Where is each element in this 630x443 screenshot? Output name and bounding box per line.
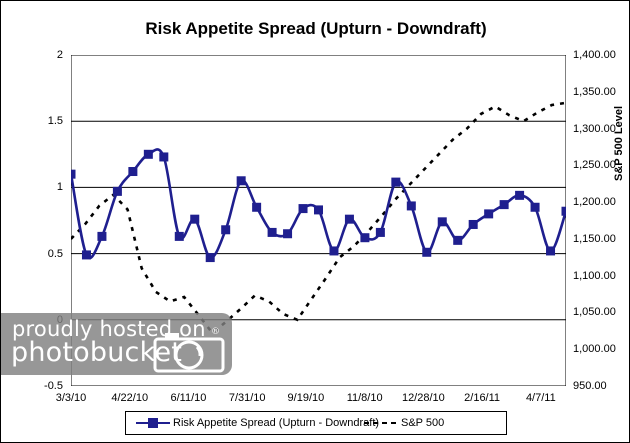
series-marker-risk-appetite-spread [329, 246, 339, 256]
series-marker-risk-appetite-spread [267, 227, 277, 237]
series-line-sp500 [71, 101, 566, 335]
y-axis-right-tick: 1,250.00 [573, 159, 616, 172]
series-marker-risk-appetite-spread [174, 231, 184, 241]
series-marker-risk-appetite-spread [515, 190, 525, 200]
x-axis-tick: 3/3/10 [55, 392, 87, 404]
series-marker-risk-appetite-spread [314, 205, 323, 215]
y-axis-right-tick: 1,150.00 [573, 232, 616, 245]
series-marker-risk-appetite-spread [468, 219, 478, 229]
legend-label-sp500: S&P 500 [401, 417, 445, 429]
x-axis-tick: 4/22/10 [111, 392, 149, 404]
series-marker-risk-appetite-spread [422, 247, 432, 257]
y-axis-right-tick: 1,050.00 [573, 306, 616, 319]
series-marker-risk-appetite-spread [344, 214, 354, 224]
x-axis-tick: 7/31/10 [228, 392, 266, 404]
watermark-registered-mark: ® [211, 327, 220, 337]
series-marker-risk-appetite-spread [375, 227, 385, 237]
series-marker-risk-appetite-spread [81, 250, 91, 260]
series-marker-risk-appetite-spread [221, 225, 231, 235]
chart-title: Risk Appetite Spread (Upturn - Downdraft… [145, 19, 487, 38]
series-marker-risk-appetite-spread [252, 202, 262, 212]
y-axis-right-tick: 1,100.00 [573, 269, 616, 282]
y-axis-right-tick: 1,300.00 [573, 122, 616, 135]
y-axis-right-tick: 1,200.00 [573, 196, 616, 209]
x-axis-tick: 12/28/10 [401, 392, 445, 404]
legend-line-square-icon [136, 418, 170, 428]
chart-legend: Risk Appetite Spread (Upturn - Downdraft… [125, 411, 507, 435]
series-marker-risk-appetite-spread [205, 253, 215, 263]
x-axis-tick: 11/8/10 [346, 392, 383, 404]
camera-icon [153, 333, 225, 373]
y-axis-left-tick: 2 [56, 49, 63, 61]
y-axis-right-tick: 950.00 [573, 380, 607, 392]
legend-item-risk-appetite-spread[interactable]: Risk Appetite Spread (Upturn - Downdraft… [136, 412, 379, 434]
series-marker-risk-appetite-spread [159, 152, 169, 162]
series-marker-risk-appetite-spread [97, 231, 107, 241]
series-marker-risk-appetite-spread [484, 209, 494, 219]
series-marker-risk-appetite-spread [499, 200, 509, 210]
series-marker-risk-appetite-spread [391, 177, 401, 187]
y-axis-left-tick: -0.5 [44, 380, 63, 392]
series-marker-risk-appetite-spread [298, 204, 308, 214]
series-marker-risk-appetite-spread [283, 229, 293, 239]
photobucket-watermark: proudly hosted on photobucket ® [1, 313, 232, 375]
series-marker-risk-appetite-spread [128, 167, 138, 177]
y-axis-right-tick: 1,400.00 [573, 49, 616, 61]
y-axis-left-tick: 1 [56, 181, 63, 194]
y-axis-left-tick: 0.5 [47, 247, 63, 260]
series-marker-risk-appetite-spread [190, 214, 200, 224]
series-marker-risk-appetite-spread [437, 217, 447, 227]
y-axis-right-tick: 1,350.00 [573, 85, 616, 98]
series-marker-risk-appetite-spread [406, 201, 416, 211]
series-line-risk-appetite-spread [71, 148, 566, 260]
series-marker-risk-appetite-spread [360, 233, 370, 243]
series-marker-risk-appetite-spread [453, 235, 463, 245]
watermark-line-2: photobucket [11, 337, 183, 368]
x-axis-tick: 4/7/11 [525, 392, 556, 404]
legend-item-sp500[interactable]: S&P 500 [364, 412, 444, 434]
series-marker-risk-appetite-spread [71, 169, 76, 179]
x-axis-tick: 2/16/11 [464, 392, 501, 404]
x-axis-tick: 9/19/10 [287, 392, 325, 404]
legend-dashed-line-icon [364, 422, 398, 424]
legend-label-risk-appetite-spread: Risk Appetite Spread (Upturn - Downdraft… [173, 417, 380, 429]
y-axis-right-tick: 1,000.00 [573, 343, 616, 356]
x-axis-tick: 6/11/10 [170, 392, 207, 404]
series-marker-risk-appetite-spread [546, 246, 556, 256]
series-marker-risk-appetite-spread [112, 186, 122, 196]
series-marker-risk-appetite-spread [530, 202, 540, 212]
series-marker-risk-appetite-spread [143, 149, 153, 159]
series-marker-risk-appetite-spread [561, 206, 566, 216]
series-marker-risk-appetite-spread [236, 176, 246, 186]
y-axis-left-tick: 1.5 [47, 115, 63, 128]
